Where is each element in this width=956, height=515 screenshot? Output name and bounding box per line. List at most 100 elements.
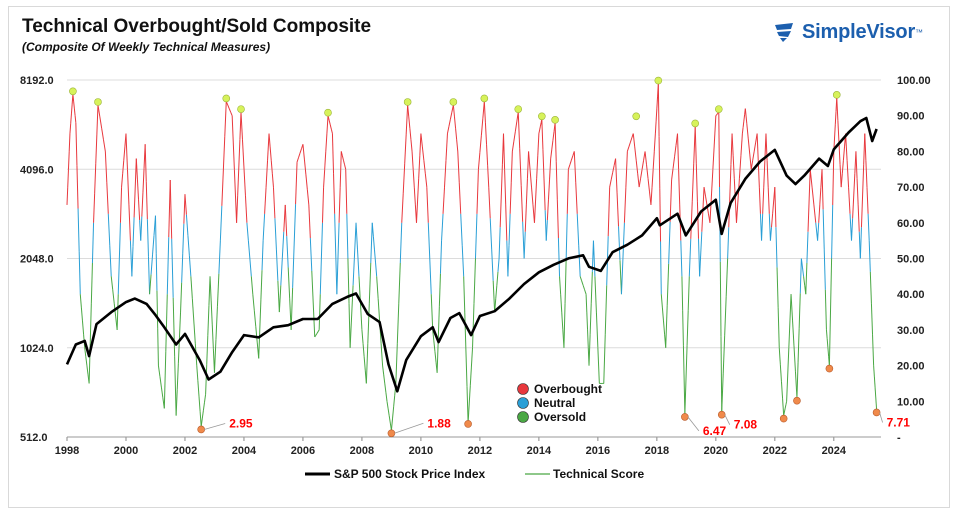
technical-score-segment xyxy=(716,113,718,116)
x-tick-label: 2022 xyxy=(763,445,787,457)
technical-score-segment xyxy=(453,116,457,129)
technical-score-segment xyxy=(687,276,690,311)
technical-score-segment xyxy=(388,415,391,424)
technical-score-segment xyxy=(236,195,239,223)
technical-score-segment xyxy=(460,213,463,246)
technical-score-segment xyxy=(504,169,507,205)
technical-score-segment xyxy=(363,356,366,371)
technical-score-segment xyxy=(546,199,549,221)
y-right-tick-label: 60.00 xyxy=(897,218,925,230)
technical-score-segment xyxy=(579,276,583,281)
technical-score-segment xyxy=(699,254,702,277)
technical-score-segment xyxy=(240,112,243,140)
technical-score-segment xyxy=(567,164,571,170)
technical-score-segment xyxy=(566,169,569,214)
technical-score-segment xyxy=(70,104,73,114)
technical-score-segment xyxy=(523,231,526,259)
technical-score-segment xyxy=(575,182,578,214)
technical-score-segment xyxy=(793,345,796,372)
technical-score-segment xyxy=(404,134,407,164)
technical-score-segment xyxy=(690,201,693,239)
technical-score-segment xyxy=(718,112,721,188)
technical-score-segment xyxy=(133,187,136,218)
technical-score-segment xyxy=(144,144,147,182)
x-tick-label: 2014 xyxy=(527,445,552,457)
technical-score-segment xyxy=(233,169,236,197)
technical-score-segment xyxy=(125,133,128,170)
technical-score-segment xyxy=(169,179,173,239)
technical-score-segment xyxy=(146,219,149,257)
technical-score-segment xyxy=(660,241,662,295)
technical-score-segment xyxy=(109,245,112,277)
technical-score-segment xyxy=(182,223,185,254)
technical-score-segment xyxy=(555,161,558,200)
technical-score-segment xyxy=(441,213,444,241)
technical-score-segment xyxy=(594,276,597,313)
technical-score-segment xyxy=(866,187,869,214)
technical-score-segment xyxy=(227,104,230,109)
technical-score-segment xyxy=(769,227,773,241)
overbought-marker xyxy=(69,87,77,96)
technical-score-segment xyxy=(798,293,801,329)
technical-score-segment xyxy=(674,145,677,157)
y-right-tick-label: 30.00 xyxy=(897,325,925,337)
technical-score-segment xyxy=(121,173,124,188)
zone-legend-label: Neutral xyxy=(534,396,575,410)
technical-score-segment xyxy=(539,126,541,131)
technical-score-segment xyxy=(709,195,712,223)
technical-score-segment xyxy=(84,347,87,357)
technical-score-segment xyxy=(519,148,522,186)
technical-score-segment xyxy=(303,159,307,175)
technical-score-segment xyxy=(330,128,333,134)
technical-score-segment xyxy=(184,194,187,215)
technical-score-segment xyxy=(688,238,692,277)
technical-score-segment xyxy=(570,155,574,161)
technical-score-segment xyxy=(457,151,460,183)
technical-score-segment xyxy=(767,187,770,214)
technical-score-segment xyxy=(465,349,468,387)
technical-score-segment xyxy=(412,169,415,188)
technical-score-segment xyxy=(752,151,755,161)
x-tick-label: 2018 xyxy=(645,445,669,457)
technical-score-segment xyxy=(818,204,821,223)
technical-score-segment xyxy=(616,192,620,227)
technical-score-segment xyxy=(377,298,381,322)
technical-score-segment xyxy=(590,271,593,304)
technical-score-segment xyxy=(824,289,827,330)
technical-score-segment xyxy=(136,179,140,200)
technical-score-segment xyxy=(390,418,394,431)
technical-score-segment xyxy=(607,187,611,237)
technical-score-segment xyxy=(268,133,271,147)
technical-score-segment xyxy=(569,160,572,165)
technical-score-segment xyxy=(442,187,446,214)
technical-score-segment xyxy=(357,249,360,277)
technical-score-segment xyxy=(834,124,836,139)
technical-score-segment xyxy=(510,151,513,183)
technical-score-segment xyxy=(811,187,815,206)
technical-score-segment xyxy=(848,187,851,214)
technical-score-segment xyxy=(827,347,830,357)
technical-score-segment xyxy=(135,158,138,180)
technical-score-segment xyxy=(560,294,563,313)
technical-score-segment xyxy=(538,129,541,134)
annotation-leader-line xyxy=(687,416,700,432)
sp500-price-line xyxy=(65,116,878,393)
technical-score-segment xyxy=(309,237,313,272)
technical-score-segment xyxy=(701,209,704,232)
technical-score-segment xyxy=(662,320,666,335)
technical-score-segment xyxy=(805,262,808,295)
technical-score-segment xyxy=(281,231,285,259)
overbought-marker xyxy=(449,98,458,106)
brand-logo: SimpleVisor ™ xyxy=(772,17,923,47)
technical-score-segment xyxy=(477,152,481,170)
technical-score-segment xyxy=(405,104,409,135)
technical-score-segment xyxy=(199,411,202,427)
technical-score-segment xyxy=(732,155,735,179)
technical-score-segment xyxy=(448,119,451,127)
technical-score-segment xyxy=(264,187,267,214)
technical-score-segment xyxy=(396,303,400,344)
technical-score-segment xyxy=(855,151,858,179)
technical-score-segment xyxy=(259,299,262,330)
technical-score-segment xyxy=(420,133,423,147)
technical-score-segment xyxy=(78,251,81,295)
